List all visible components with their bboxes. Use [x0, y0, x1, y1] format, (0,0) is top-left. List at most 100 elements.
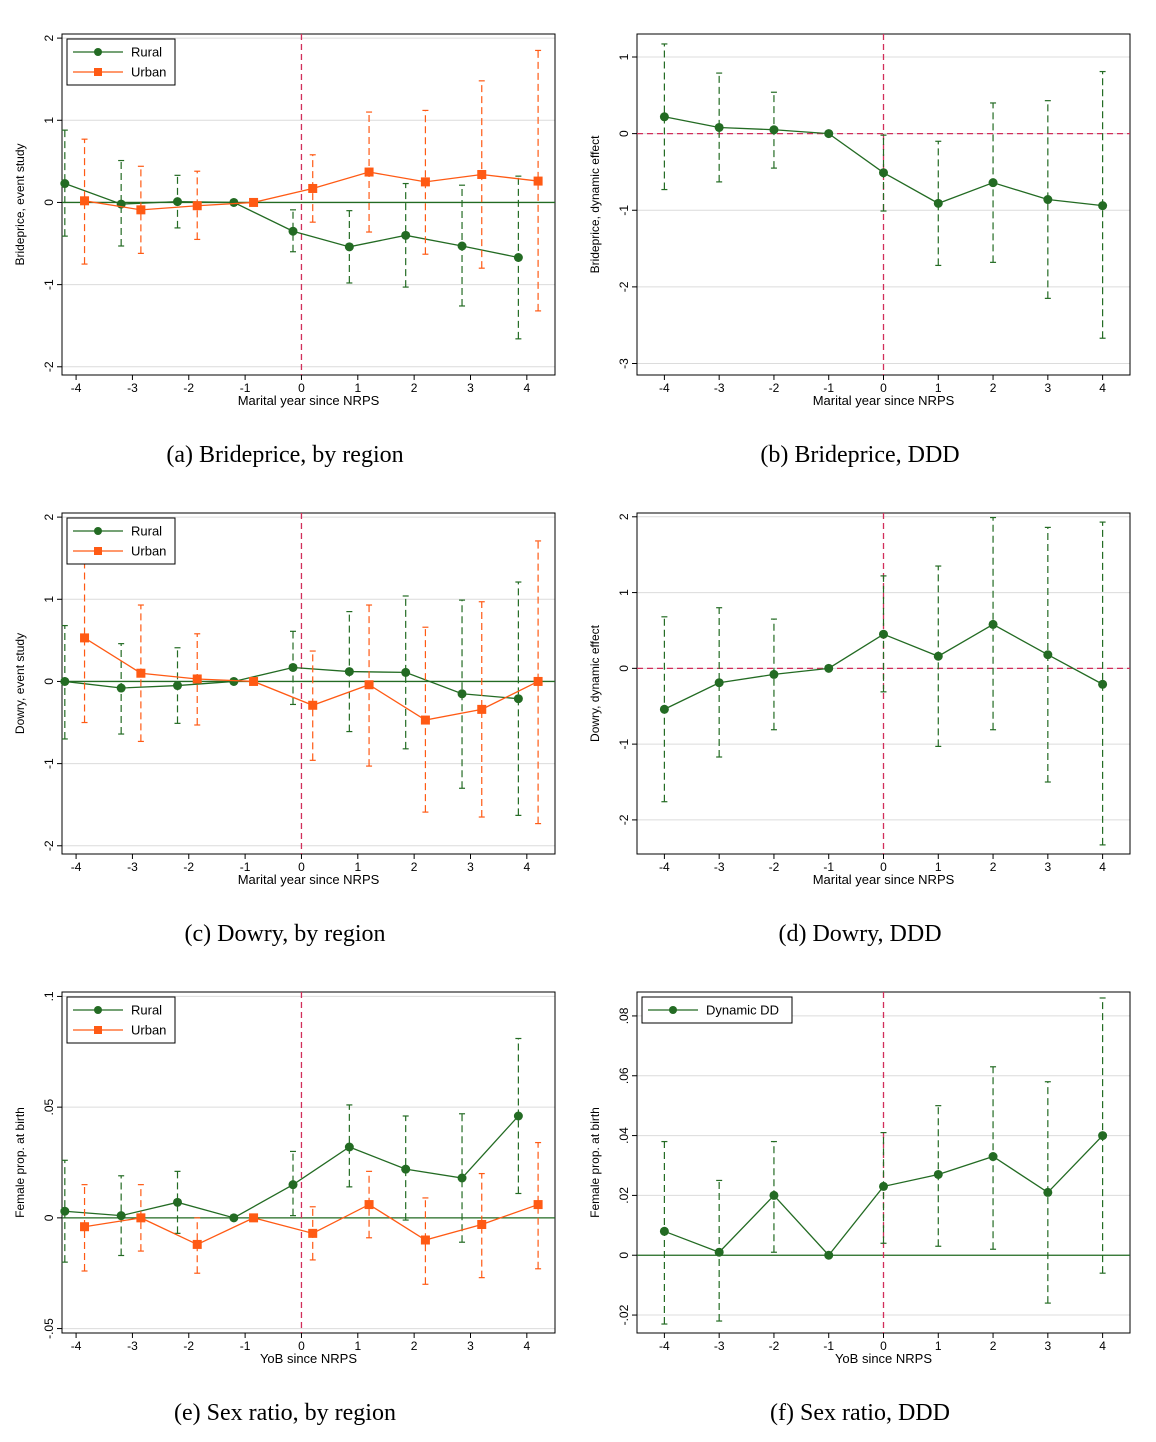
x-tick-label: -1 [823, 1339, 834, 1353]
data-point [477, 1220, 487, 1229]
data-point [457, 689, 467, 699]
y-tick-label: -3 [617, 358, 631, 369]
x-tick-label: -2 [769, 860, 780, 874]
data-point [229, 197, 239, 207]
data-point [116, 683, 126, 693]
data-point [401, 230, 411, 240]
x-tick-label: 1 [935, 860, 942, 874]
data-point [364, 680, 374, 690]
data-point [192, 1239, 202, 1249]
x-tick-label: -3 [714, 381, 725, 395]
data-point [249, 1213, 259, 1223]
legend-label: Urban [131, 544, 166, 559]
x-tick-label: 2 [411, 1339, 418, 1353]
data-point [192, 674, 202, 684]
data-point [824, 129, 834, 139]
data-point [1098, 1131, 1108, 1141]
caption-f: (f) Sex ratio, DDD [770, 1400, 950, 1426]
y-tick-label: 2 [42, 34, 56, 41]
x-tick-label: 3 [1044, 1339, 1051, 1353]
y-tick-label: .05 [42, 1098, 56, 1115]
data-point [308, 1228, 318, 1238]
x-tick-label: 1 [935, 381, 942, 395]
x-tick-label: -1 [240, 860, 251, 874]
chart-a: 2 1 0 -1 -2 -4 -3 -2 -1 0 1 2 3 4 Marital year since N… [0, 12, 570, 482]
data-point [192, 201, 202, 211]
data-point [714, 678, 724, 688]
y-tick-label: .06 [617, 1067, 631, 1084]
data-point [401, 667, 411, 677]
data-point [477, 704, 487, 714]
x-tick-label: 0 [298, 1339, 305, 1353]
chart-a-svg: 2 1 0 -1 -2 -4 -3 -2 -1 0 1 2 3 4 Marital year since N… [13, 33, 556, 408]
y-tick-label: 0 [42, 199, 56, 206]
series-line [64, 1115, 519, 1219]
y-tick-label: -2 [42, 361, 56, 372]
series-rural [60, 581, 523, 816]
data-point [513, 694, 523, 704]
y-tick-label: 2 [42, 513, 56, 520]
x-axis-label: Marital year since NRPS [238, 393, 380, 408]
legend-marker [94, 68, 102, 76]
legend: Rural Urban [66, 996, 176, 1044]
x-tick-label: 0 [880, 860, 887, 874]
data-point [173, 197, 183, 207]
data-point [1098, 679, 1108, 689]
caption-a: (a) Brideprice, by region [166, 442, 404, 468]
chart-d: 2 1 0 -1 -2 -4 -3 -2 -1 0 1 2 3 4 Marital year since N… [575, 491, 1145, 961]
y-axis-label: Female prop. at birth [588, 1107, 602, 1218]
data-point [60, 1206, 70, 1216]
plot-frame [61, 991, 556, 1334]
data-point [933, 651, 943, 661]
x-tick-label: -1 [240, 381, 251, 395]
data-point [513, 1111, 523, 1121]
data-point [533, 676, 543, 686]
y-tick-label: -2 [42, 840, 56, 851]
y-tick-label: -1 [617, 738, 631, 749]
y-tick-label: 2 [617, 513, 631, 520]
data-point [60, 676, 70, 686]
legend-box [66, 517, 176, 565]
data-point [249, 197, 259, 207]
chart-d-svg: 2 1 0 -1 -2 -4 -3 -2 -1 0 1 2 3 4 Marital year since N… [588, 512, 1131, 887]
legend-label: Rural [131, 1003, 162, 1018]
x-tick-label: 2 [411, 381, 418, 395]
legend-label: Rural [131, 524, 162, 539]
series-urban [80, 1141, 543, 1285]
chart-b-svg: 1 0 -1 -2 -3 -4 -3 -2 -1 0 1 2 3 4 Marital year since … [588, 33, 1131, 408]
y-axis-label: Dowry, event study [13, 633, 27, 734]
legend-label: Rural [131, 45, 162, 60]
x-tick-label: -3 [127, 860, 138, 874]
x-tick-label: -3 [714, 1339, 725, 1353]
y-tick-label: -1 [42, 279, 56, 290]
x-tick-label: -1 [240, 1339, 251, 1353]
x-axis-label: YoB since NRPS [835, 1351, 932, 1366]
x-tick-label: -4 [71, 1339, 82, 1353]
series-urban [80, 540, 543, 825]
data-point [288, 226, 298, 236]
data-point [136, 205, 146, 215]
data-point [714, 1247, 724, 1257]
series-urban [80, 49, 543, 312]
data-point [933, 198, 943, 208]
data-point [136, 668, 146, 678]
x-tick-label: -4 [659, 381, 670, 395]
legend-label: Dynamic DD [706, 1003, 779, 1018]
series-rural [60, 129, 523, 340]
x-tick-label: 0 [880, 381, 887, 395]
y-axis-label: Brideprice, dynamic effect [588, 135, 602, 274]
data-point [308, 183, 318, 193]
y-tick-label: -1 [617, 205, 631, 216]
legend: Rural Urban [66, 38, 176, 86]
x-tick-label: 4 [523, 381, 530, 395]
data-point [533, 176, 543, 186]
legend-label: Urban [131, 65, 166, 80]
x-tick-label: 0 [298, 860, 305, 874]
y-tick-label: .04 [617, 1127, 631, 1144]
x-tick-label: 4 [523, 1339, 530, 1353]
series-rural [60, 1037, 523, 1263]
x-tick-label: -3 [127, 381, 138, 395]
legend-label: Urban [131, 1023, 166, 1038]
legend-marker [94, 1026, 102, 1034]
legend-marker [94, 1006, 102, 1014]
